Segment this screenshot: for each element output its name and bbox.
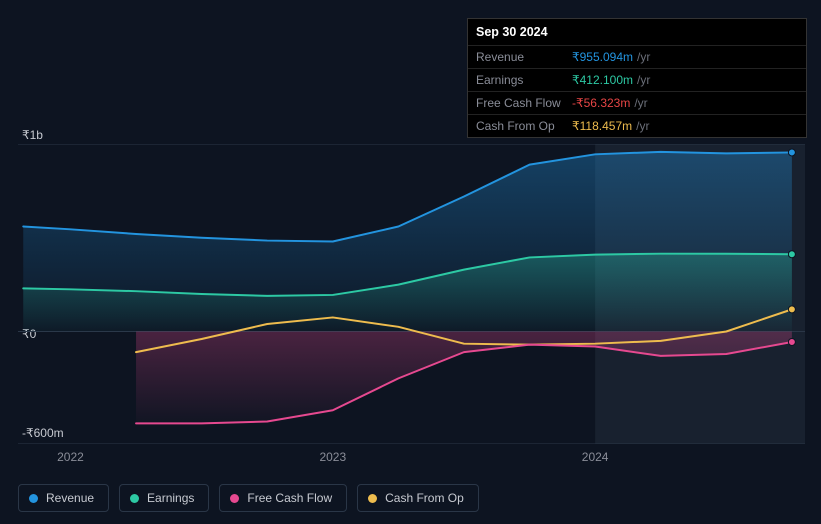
legend-swatch xyxy=(230,494,239,503)
legend-swatch xyxy=(29,494,38,503)
tooltip-metric-value: ₹955.094m xyxy=(572,50,633,64)
tooltip-row: Free Cash Flow-₹56.323m/yr xyxy=(468,91,806,114)
legend-item-revenue[interactable]: Revenue xyxy=(18,484,109,512)
legend-label: Earnings xyxy=(147,491,194,505)
legend-item-earnings[interactable]: Earnings xyxy=(119,484,209,512)
tooltip-metric-unit: /yr xyxy=(636,119,649,133)
tooltip-metric-label: Revenue xyxy=(476,50,572,64)
legend-swatch xyxy=(130,494,139,503)
legend-item-free-cash-flow[interactable]: Free Cash Flow xyxy=(219,484,347,512)
chart-area[interactable] xyxy=(18,144,805,444)
x-axis-labels: 2022 2023 2024 xyxy=(18,450,805,470)
tooltip-metric-value: ₹412.100m xyxy=(572,73,633,87)
tooltip-metric-value: ₹118.457m xyxy=(572,119,632,133)
legend-label: Cash From Op xyxy=(385,491,464,505)
tooltip-row: Cash From Op₹118.457m/yr xyxy=(468,114,806,137)
tooltip-metric-unit: /yr xyxy=(637,73,650,87)
legend-swatch xyxy=(368,494,377,503)
x-axis-label: 2023 xyxy=(319,450,346,464)
tooltip-metric-label: Free Cash Flow xyxy=(476,96,572,110)
legend-label: Revenue xyxy=(46,491,94,505)
tooltip-metric-label: Cash From Op xyxy=(476,119,572,133)
tooltip-row: Revenue₹955.094m/yr xyxy=(468,45,806,68)
tooltip-metric-unit: /yr xyxy=(637,50,650,64)
tooltip-row: Earnings₹412.100m/yr xyxy=(468,68,806,91)
legend-item-cash-from-op[interactable]: Cash From Op xyxy=(357,484,479,512)
tooltip-metric-unit: /yr xyxy=(634,96,647,110)
tooltip-metric-value: -₹56.323m xyxy=(572,96,630,110)
legend: Revenue Earnings Free Cash Flow Cash From O… xyxy=(18,484,479,512)
tooltip-date: Sep 30 2024 xyxy=(468,19,806,45)
x-axis-label: 2024 xyxy=(582,450,609,464)
data-tooltip: Sep 30 2024 Revenue₹955.094m/yrEarnings₹… xyxy=(467,18,807,138)
y-axis-label-max: ₹1b xyxy=(22,128,43,142)
x-axis-label: 2022 xyxy=(57,450,84,464)
tooltip-metric-label: Earnings xyxy=(476,73,572,87)
legend-label: Free Cash Flow xyxy=(247,491,332,505)
